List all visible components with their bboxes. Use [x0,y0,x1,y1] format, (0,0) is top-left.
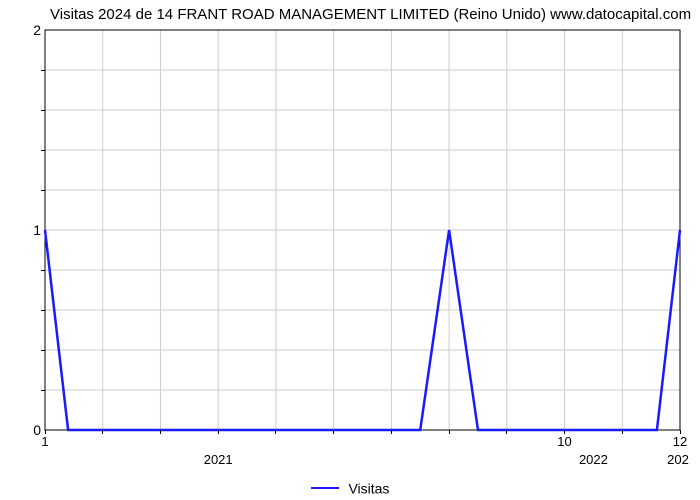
y-minor-tick [41,310,45,311]
x-band-label: 202 [667,452,689,467]
y-minor-tick [41,350,45,351]
x-band-label: 2022 [579,452,608,467]
x-tick-label: 12 [673,434,687,449]
x-band-label: 2021 [204,452,233,467]
legend-swatch [311,487,339,489]
y-minor-tick [41,70,45,71]
y-tick-label: 0 [11,422,41,438]
legend-label: Visitas [348,480,389,496]
x-minor-tick [391,430,392,434]
y-minor-tick [41,190,45,191]
y-minor-tick [41,390,45,391]
y-tick-label: 1 [11,222,41,238]
x-minor-tick [45,430,46,434]
y-minor-tick [41,150,45,151]
y-minor-tick [41,110,45,111]
y-minor-tick [41,270,45,271]
x-minor-tick [102,430,103,434]
y-tick-label: 2 [11,22,41,38]
x-minor-tick [622,430,623,434]
x-minor-tick [160,430,161,434]
x-minor-tick [564,430,565,434]
x-minor-tick [218,430,219,434]
line-chart-svg [0,0,700,500]
x-minor-tick [333,430,334,434]
x-tick-label: 10 [557,434,571,449]
legend: Visitas [0,479,700,496]
x-minor-tick [506,430,507,434]
chart-container: Visitas 2024 de 14 FRANT ROAD MANAGEMENT… [0,0,700,500]
x-minor-tick [680,430,681,434]
x-minor-tick [449,430,450,434]
x-minor-tick [275,430,276,434]
x-tick-label: 1 [41,434,48,449]
